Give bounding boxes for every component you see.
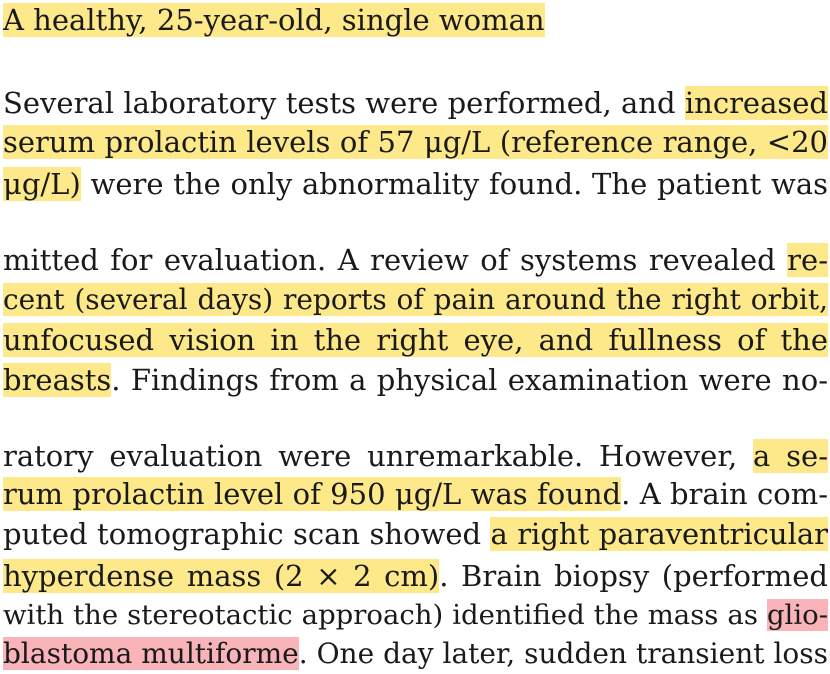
text-line: with the stereotactic approach) identifi… — [3, 595, 828, 635]
highlighted-text: increased — [684, 86, 828, 120]
text-span: . Findings from a physical examination w… — [111, 363, 828, 397]
text-line: breasts. Findings from a physical examin… — [3, 360, 828, 400]
text-line: unfocused vision in the right eye, and f… — [3, 320, 828, 360]
highlighted-text: rum prolactin level of 950 μg/L was foun… — [3, 477, 622, 511]
highlighted-text: μg/L) — [3, 167, 81, 201]
highlighted-text: serum prolactin levels of 57 μg/L (refer… — [3, 125, 828, 159]
text-line: serum prolactin levels of 57 μg/L (refer… — [3, 122, 828, 162]
pink-highlighted-text: glio- — [766, 599, 828, 631]
text-span: . One day later, sudden transient loss — [298, 637, 828, 670]
text-span: ratory evaluation were unremarkable. How… — [3, 439, 754, 473]
highlighted-text: hyperdense mass (2 × 2 cm) — [3, 559, 440, 593]
text-line: puted tomographic scan showed a right pa… — [3, 514, 828, 554]
highlighted-text: breasts — [3, 363, 112, 397]
text-line: ratory evaluation were unremarkable. How… — [3, 436, 828, 476]
text-span: were the only abnormality found. The pat… — [80, 167, 829, 201]
text-span: . A brain com- — [621, 477, 828, 511]
text-line: rum prolactin level of 950 μg/L was foun… — [3, 474, 828, 514]
text-span: puted tomographic scan showed — [3, 517, 491, 551]
text-line: hyperdense mass (2 × 2 cm). Brain biopsy… — [3, 556, 828, 596]
text-line: Several laboratory tests were performed,… — [3, 83, 828, 123]
highlighted-text: a se- — [753, 439, 828, 473]
highlighted-text: unfocused vision in the right eye, and f… — [3, 323, 828, 357]
text-span: . Brain biopsy (performed — [439, 559, 828, 593]
pink-highlighted-text: blastoma multiforme — [3, 637, 299, 670]
text-line: mitted for evaluation. A review of syste… — [3, 240, 828, 280]
text-line: A healthy, 25-year-old, single woman — [3, 0, 828, 40]
text-span: mitted for evaluation. A review of syste… — [3, 243, 788, 277]
highlighted-text: a right paraventricular — [490, 517, 828, 551]
highlighted-text: A healthy, 25-year-old, single woman — [3, 3, 545, 37]
text-line: cent (several days) reports of pain arou… — [3, 280, 828, 320]
text-span: Several laboratory tests were performed,… — [3, 86, 685, 120]
text-line: blastoma multiforme. One day later, sudd… — [3, 634, 828, 674]
highlighted-text: cent (several days) reports of pain arou… — [3, 283, 828, 316]
highlighted-text: re- — [787, 243, 828, 277]
text-span: with the stereotactic approach) identifi… — [3, 599, 767, 631]
text-line: μg/L) were the only abnormality found. T… — [3, 164, 828, 204]
